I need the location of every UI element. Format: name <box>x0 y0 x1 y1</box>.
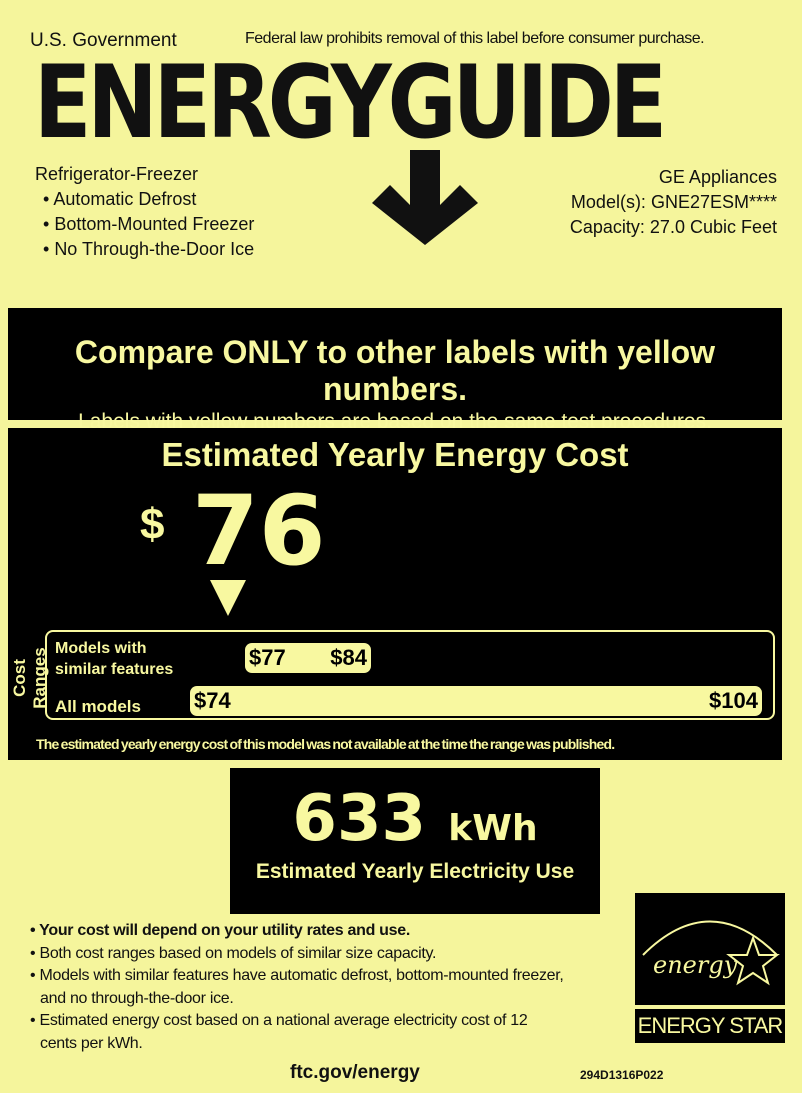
feature-item: • Bottom-Mounted Freezer <box>43 214 255 234</box>
cost-title: Estimated Yearly Energy Cost <box>161 436 629 473</box>
kwh-value: 633 <box>292 782 427 856</box>
note-item: • Both cost ranges based on models of si… <box>30 944 437 962</box>
cost-note: The estimated yearly energy cost of this… <box>36 736 615 752</box>
notes-list: • Your cost will depend on your utility … <box>30 920 590 1055</box>
all-min: $74 <box>194 688 231 713</box>
energy-star-logo: energy ENERGY STAR <box>635 893 785 1043</box>
currency-symbol: $ <box>140 500 165 549</box>
similar-min: $77 <box>249 645 286 670</box>
product-type: Refrigerator-Freezer <box>35 164 199 184</box>
model: Model(s): GNE27ESM**** <box>570 192 777 212</box>
energyguide-logo: ENERGYGUIDE <box>34 43 667 162</box>
cost-ranges-label: Cost Ranges <box>10 647 49 709</box>
note-item: • Estimated energy cost based on a natio… <box>30 1012 528 1052</box>
ftc-link[interactable]: ftc.gov/energy <box>290 1062 420 1083</box>
capacity: Capacity: 27.0 Cubic Feet <box>569 217 777 237</box>
compare-banner: Compare ONLY to other labels with yellow… <box>8 308 782 433</box>
brand: GE Appliances <box>658 167 777 187</box>
cost-value: 76 <box>192 475 326 587</box>
down-arrow-icon <box>372 150 478 245</box>
product-info-block: GE Appliances Model(s): GNE27ESM**** Cap… <box>570 165 777 240</box>
pointer-triangle-icon <box>210 580 246 616</box>
electricity-use-box: 633 kWh Estimated Yearly Electricity Use <box>230 768 600 914</box>
all-models-label: All models <box>55 697 141 716</box>
compare-heading: Compare ONLY to other labels with yellow… <box>74 334 716 407</box>
energy-star-label: ENERGY STAR <box>635 1009 785 1043</box>
similar-max: $84 <box>330 645 367 670</box>
note-item: • Models with similar features have auto… <box>30 967 564 1007</box>
federal-law-notice: Federal law prohibits removal of this la… <box>245 30 705 47</box>
kwh-unit: kWh <box>448 808 538 849</box>
energy-star-icon: energy <box>642 920 780 986</box>
all-range-bar: $74 $104 <box>190 686 762 716</box>
product-type-block: Refrigerator-Freezer • Automatic Defrost… <box>35 162 254 262</box>
note-item: • Your cost will depend on your utility … <box>30 922 411 939</box>
kwh-label: Estimated Yearly Electricity Use <box>255 860 575 883</box>
similar-range-bar: $77 $84 <box>245 643 371 673</box>
feature-item: • Automatic Defrost <box>43 189 197 209</box>
us-government-label: U.S. Government <box>30 30 177 51</box>
energy-script: energy <box>653 951 738 979</box>
cost-ranges-box <box>45 630 775 720</box>
all-max: $104 <box>709 688 758 713</box>
label-code: 294D1316P022 <box>580 1068 664 1082</box>
compare-subheading: Labels with yellow numbers are based on … <box>78 410 712 433</box>
similar-models-label: Models with similar features <box>55 640 174 678</box>
feature-item: • No Through-the-Door Ice <box>43 239 255 259</box>
